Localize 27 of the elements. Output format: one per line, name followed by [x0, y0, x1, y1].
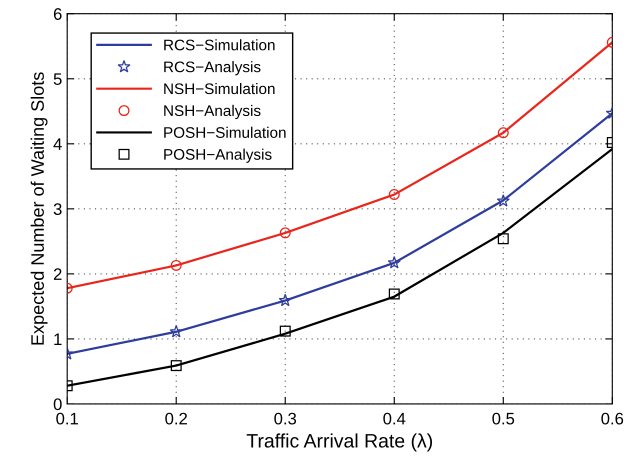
point [388, 256, 401, 269]
x-tick-label: 0.4 [383, 412, 406, 425]
y-tick-label: 6 [54, 8, 62, 20]
legend-label: RCS−Simulation [164, 39, 275, 50]
legend-label: POSH−Analysis [164, 148, 272, 163]
point [280, 326, 291, 337]
x-tick-label: 0.2 [165, 412, 187, 425]
y-tick-label: 1 [54, 333, 62, 345]
y-axis-title: Expected Number of Waiting Slots [30, 72, 48, 345]
point [278, 294, 292, 306]
x-tick-label: 0.6 [601, 412, 624, 425]
x-tick-label: 0.1 [56, 412, 78, 425]
y-tick-label: 4 [53, 138, 62, 150]
legend-label: NSH−Simulation [164, 82, 275, 94]
legend-label: POSH−Simulation [164, 126, 286, 138]
y-tick-label: 3 [54, 203, 62, 216]
y-tick-label: 5 [54, 73, 62, 85]
y-tick-label: 2 [54, 268, 62, 280]
point [388, 189, 400, 200]
x-tick-label: 0.3 [274, 412, 296, 425]
x-axis-title: Traffic Arrival Rate (λ) [246, 433, 432, 452]
y-tick-label: 0 [54, 398, 62, 410]
legend-label: NSH−Analysis [164, 104, 261, 120]
point [280, 227, 291, 238]
point [388, 288, 400, 300]
x-tick-label: 0.5 [492, 412, 514, 425]
legend-label: RCS−Analysis [164, 61, 261, 76]
